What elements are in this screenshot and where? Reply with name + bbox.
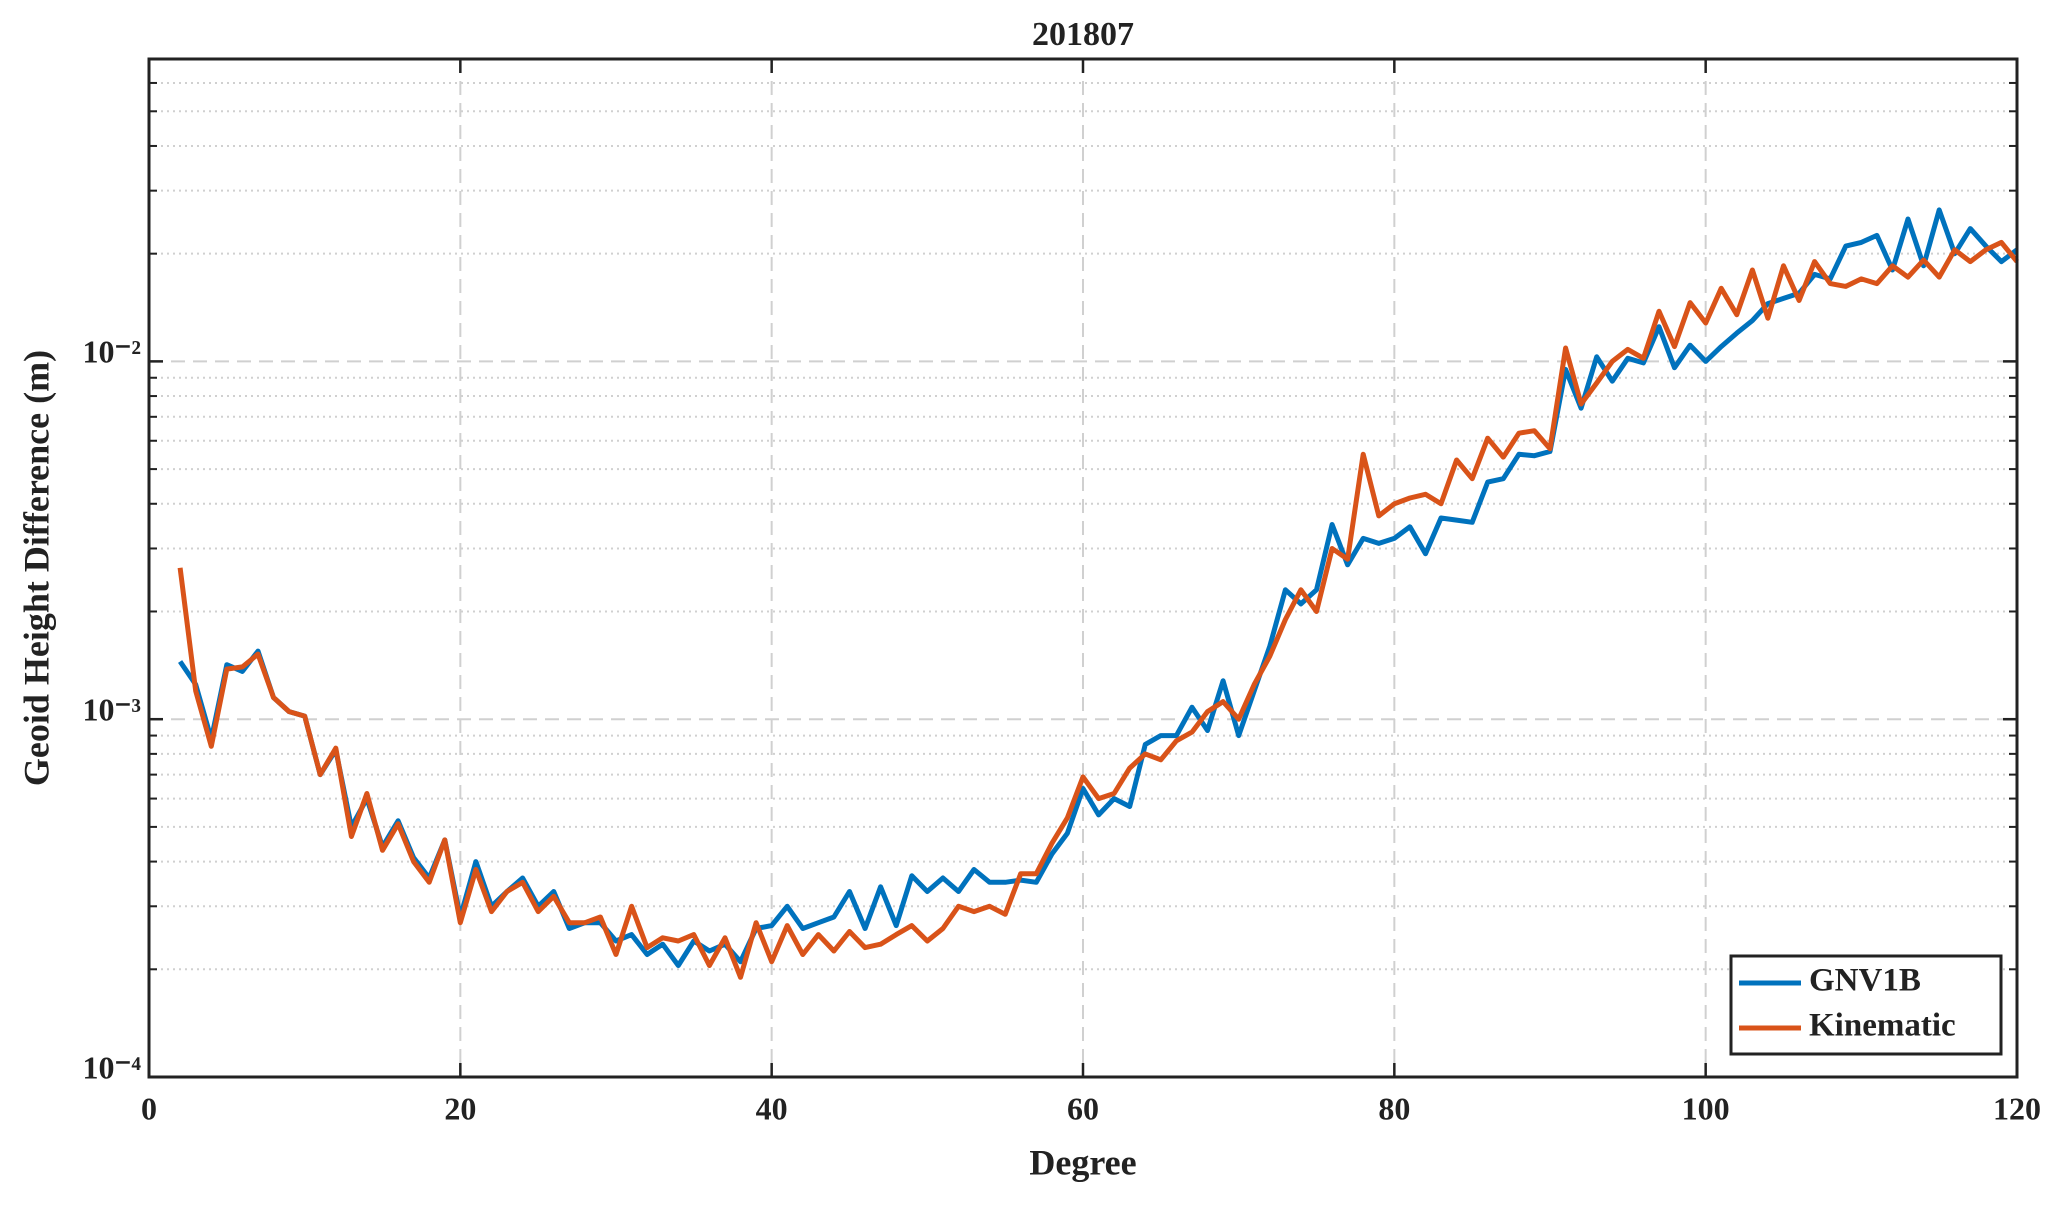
legend-label: GNV1B (1809, 963, 1921, 999)
y-tick-label: 10⁻³ (83, 692, 141, 728)
line-series (177, 239, 2019, 980)
chart-title: 201807 (1032, 16, 1134, 53)
x-tick-label: 120 (1993, 1090, 2041, 1126)
x-tick-label: 40 (756, 1090, 788, 1126)
x-axis-label: Degree (1029, 1142, 1136, 1182)
x-tick-label: 100 (1682, 1090, 1730, 1126)
x-tick-label: 20 (444, 1090, 476, 1126)
y-tick-label: 10⁻² (83, 334, 141, 370)
x-tick-label: 80 (1378, 1090, 1410, 1126)
y-tick-label: 10⁻⁴ (83, 1049, 142, 1085)
legend-label: Kinematic (1809, 1008, 1956, 1044)
x-tick-label: 60 (1067, 1090, 1099, 1126)
axes-frame (147, 57, 2019, 1079)
x-tick-label: 0 (141, 1090, 157, 1126)
y-axis-label: Geoid Height Difference (m) (16, 350, 56, 786)
legend-box (1729, 954, 2003, 1056)
